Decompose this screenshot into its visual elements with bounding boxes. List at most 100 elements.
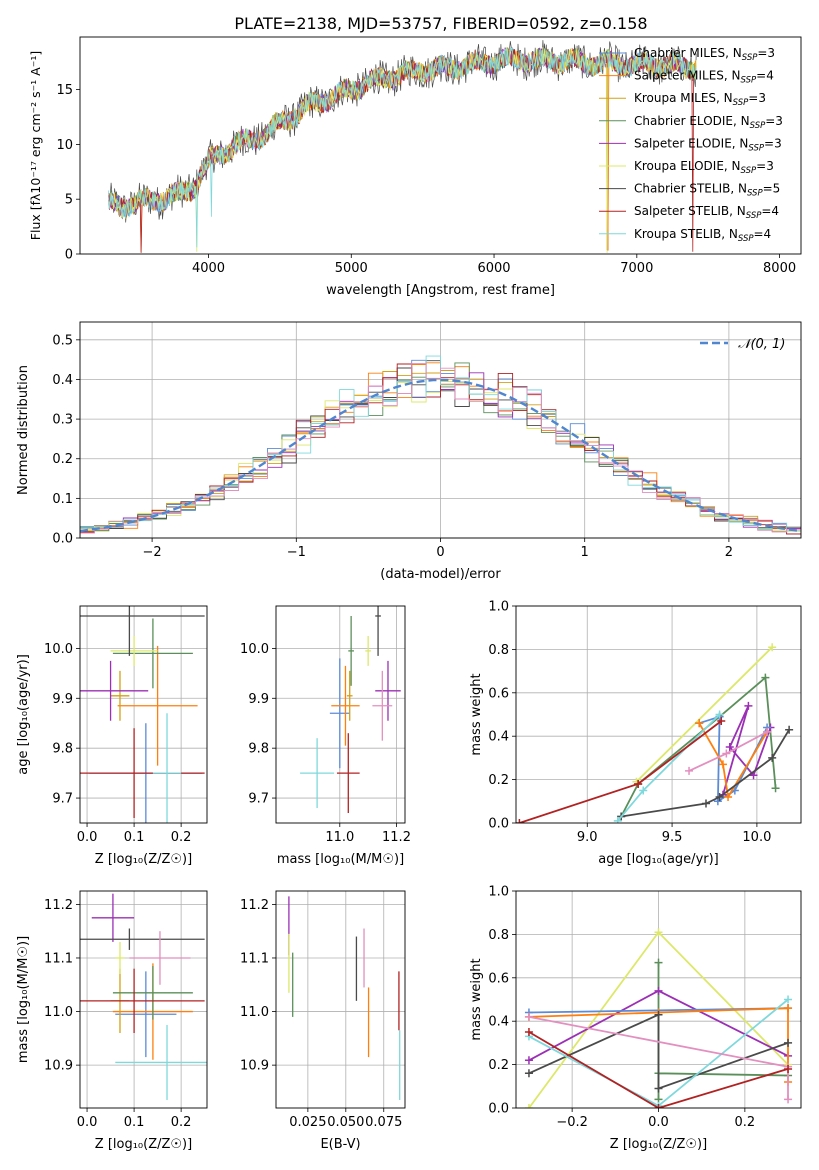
axes-frame: [515, 605, 802, 824]
y-tick-label: 0.6: [488, 686, 509, 701]
y-tick-label: 0.6: [488, 971, 509, 986]
weight-marker: [785, 725, 794, 734]
weight-marker: [717, 717, 726, 726]
weight-marker: [524, 1056, 533, 1065]
errorbar-point: [112, 618, 193, 689]
weight-marker: [654, 1084, 663, 1093]
y-tick-label: 10: [56, 138, 73, 153]
y-tick-label: 0.4: [488, 730, 509, 745]
x-tick-label: 0.1: [124, 830, 145, 845]
weight-marker: [685, 766, 694, 775]
errorbar-point: [115, 941, 125, 975]
weight-marker: [784, 1038, 793, 1047]
y-axis-label: Flux [fλ10⁻¹⁷ erg cm⁻² s⁻¹ A⁻¹]: [28, 51, 43, 240]
y-tick-label: 0.8: [488, 643, 509, 658]
weight-marker: [524, 1104, 533, 1108]
y-axis-label: mass weight: [469, 958, 484, 1040]
y-tick-label: 0.0: [52, 532, 73, 547]
weight-marker: [744, 701, 753, 710]
errorbar-point: [348, 615, 354, 686]
weight-marker: [724, 792, 733, 801]
y-axis-label: age [log₁₀(age/yr)]: [16, 654, 31, 775]
axes-frame: [275, 605, 406, 824]
spectrum-line: [108, 47, 697, 248]
errorbar-point: [115, 1024, 207, 1100]
weight-marker: [718, 760, 727, 769]
weight-series-line: [657, 962, 789, 1100]
weight-marker: [654, 1010, 663, 1019]
x-axis-label: Z [log₁₀(Z/Z☉)]: [610, 1137, 707, 1152]
x-tick-label: 11.2: [382, 830, 411, 845]
errorbar-point: [329, 658, 350, 769]
weight-marker: [784, 1064, 793, 1073]
errorbar-point: [365, 635, 371, 666]
x-tick-label: 8000: [763, 261, 796, 276]
x-tick-label: 0.1: [124, 1115, 145, 1130]
legend-entry: Salpeter MILES, NSSP=4: [634, 69, 774, 86]
weight-series-line: [528, 1013, 789, 1090]
weight-marker: [524, 1069, 533, 1078]
errorbar-point: [152, 713, 182, 823]
legend-entry: Kroupa STELIB, NSSP=4: [634, 227, 771, 244]
axes-frame: [79, 36, 802, 255]
x-axis-label: wavelength [Angstrom, rest frame]: [326, 283, 555, 298]
x-tick-label: 9.5: [662, 830, 683, 845]
weight-series-line: [635, 646, 773, 783]
y-axis-label: mass [log₁₀(M/M☉)]: [16, 936, 31, 1063]
axes-frame: [275, 890, 406, 1109]
x-tick-label: 0: [436, 545, 444, 560]
legend-entry: Kroupa MILES, NSSP=3: [634, 91, 766, 108]
y-axis-label: Normed distribution: [16, 365, 31, 495]
x-tick-label: 9.0: [577, 830, 598, 845]
errorbar-point: [110, 670, 130, 721]
histogram-step: [80, 363, 801, 535]
errorbar-point: [80, 968, 205, 1033]
weight-marker: [715, 792, 724, 801]
y-tick-label: 11.0: [240, 1005, 269, 1020]
y-tick-label: 0.2: [488, 773, 509, 788]
weight-marker: [654, 958, 663, 967]
x-tick-label: 0.025: [289, 1115, 326, 1130]
errorbar-point: [80, 728, 205, 819]
x-axis-label: mass [log₁₀(M/M☉)]: [277, 852, 404, 867]
weight-marker: [768, 753, 777, 762]
age-vs-metallicity-panel: 0.0 0.1 0.2 9.7 9.8 9.9 10.0 Z [log₁₀(Z/Z☉)] age…: [16, 605, 208, 867]
legend-entry: Chabrier ELODIE, NSSP=3: [634, 114, 783, 131]
legend-entry: Chabrier MILES, NSSP=3: [634, 46, 775, 63]
weight-series-line: [620, 675, 777, 817]
x-tick-label: 7000: [620, 261, 653, 276]
errorbar-point: [129, 931, 191, 985]
y-tick-label: 15: [56, 83, 73, 98]
histogram-step: [80, 362, 801, 534]
weight-marker: [695, 719, 704, 728]
x-tick-label: −2: [143, 545, 162, 560]
weight-marker: [771, 784, 780, 793]
x-axis-label: age [log₁₀(age/yr)]: [598, 852, 719, 867]
errorbar-point: [346, 670, 353, 721]
weight-marker: [784, 1004, 793, 1013]
legend-entry: Kroupa ELODIE, NSSP=3: [634, 159, 774, 176]
weight-marker: [524, 1012, 533, 1021]
mass-vs-ebv-panel: 0.025 0.050 0.075 10.9 11.0 11.1 11.2 E(B-V): [240, 890, 406, 1152]
y-tick-label: 9.7: [52, 792, 73, 807]
x-axis-label: E(B-V): [320, 1137, 360, 1152]
y-axis-label: mass weight: [469, 673, 484, 755]
x-tick-label: 0.050: [327, 1115, 364, 1130]
weight-marker: [763, 727, 772, 736]
x-axis-label: Z [log₁₀(Z/Z☉)]: [95, 1137, 192, 1152]
weight-marker: [722, 749, 731, 758]
spectrum-panel: 4000 5000 6000 7000 8000 0 5 10 15 wavelength [An…: [28, 36, 802, 298]
y-tick-label: 10.0: [240, 642, 269, 657]
age-vs-mass-panel: 11.0 11.2 9.7 9.8 9.9 10.0 mass [log₁₀(M/M☉)]: [240, 605, 411, 867]
errorbar-point: [115, 971, 177, 1058]
weight-marker: [634, 779, 643, 788]
x-tick-label: 0.2: [735, 1115, 756, 1130]
y-tick-label: 9.9: [248, 692, 269, 707]
weight-marker: [725, 743, 734, 752]
errorbar-point: [375, 606, 381, 656]
errorbar-point: [336, 733, 360, 814]
weight-marker: [654, 1104, 663, 1108]
y-tick-label: 9.7: [248, 792, 269, 807]
y-tick-label: 0.0: [488, 1102, 509, 1117]
